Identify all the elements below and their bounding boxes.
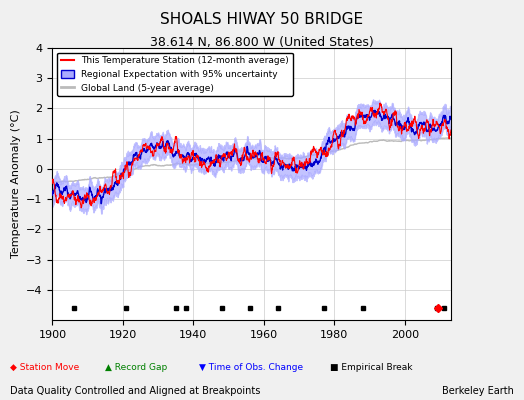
Text: 38.614 N, 86.800 W (United States): 38.614 N, 86.800 W (United States) bbox=[150, 36, 374, 49]
Legend: This Temperature Station (12-month average), Regional Expectation with 95% uncer: This Temperature Station (12-month avera… bbox=[57, 52, 292, 96]
Text: SHOALS HIWAY 50 BRIDGE: SHOALS HIWAY 50 BRIDGE bbox=[160, 12, 364, 27]
Text: ◆ Station Move: ◆ Station Move bbox=[10, 363, 80, 372]
Text: Data Quality Controlled and Aligned at Breakpoints: Data Quality Controlled and Aligned at B… bbox=[10, 386, 261, 396]
Y-axis label: Temperature Anomaly (°C): Temperature Anomaly (°C) bbox=[10, 110, 20, 258]
Text: ▼ Time of Obs. Change: ▼ Time of Obs. Change bbox=[199, 363, 303, 372]
Text: ■ Empirical Break: ■ Empirical Break bbox=[330, 363, 412, 372]
Text: ▲ Record Gap: ▲ Record Gap bbox=[105, 363, 167, 372]
Text: Berkeley Earth: Berkeley Earth bbox=[442, 386, 514, 396]
